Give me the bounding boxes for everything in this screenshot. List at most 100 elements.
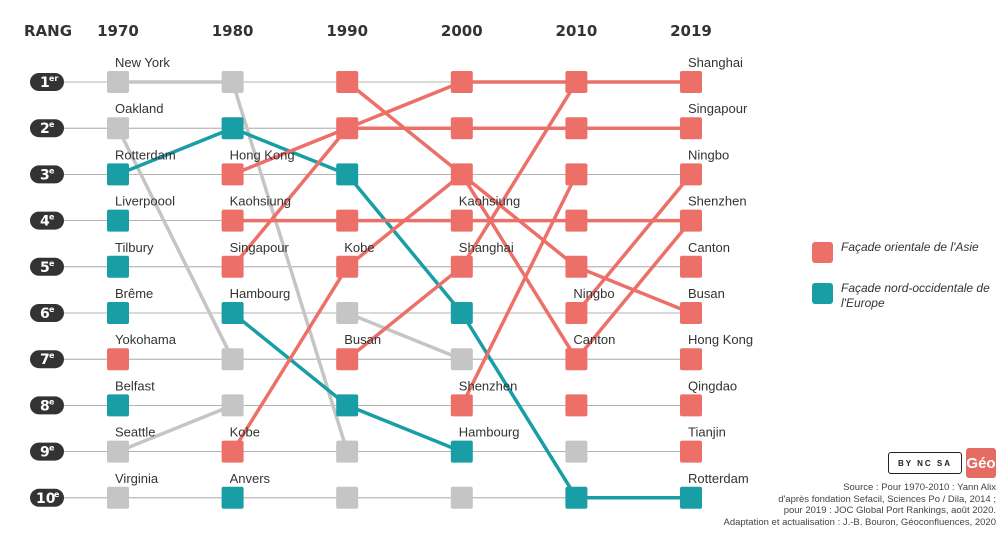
port-square-asia: [450, 163, 473, 186]
port-label: Tianjin: [688, 425, 726, 440]
port-label: New York: [115, 55, 170, 70]
rank-pill: 10e: [30, 488, 64, 507]
port-label: Kobe: [230, 425, 260, 440]
rank-pill-bg: [30, 165, 64, 184]
rank-pill-bg: [30, 73, 64, 91]
legend-swatch-asia: [812, 242, 833, 263]
port-square-europe: [221, 486, 244, 509]
port-label: Hong Kong: [230, 147, 295, 162]
rank-link-asia: [346, 265, 463, 361]
port-square-asia: [336, 255, 359, 278]
port-square-asia: [565, 255, 588, 278]
rank-suffix: e: [49, 305, 55, 314]
source-line: Adaptation et actualisation : J.-B. Bour…: [723, 516, 996, 528]
port-square-europe: [450, 440, 473, 463]
port-label: Yokohama: [115, 332, 177, 347]
port-square-europe: [221, 302, 244, 324]
rank-link-other: [346, 311, 463, 361]
rank-suffix: e: [49, 120, 55, 129]
legend-item-europe: Façade nord-occidentale de l'Europe: [812, 281, 1000, 311]
port-label: Busan: [344, 332, 381, 347]
port-square-asia: [680, 117, 702, 140]
rank-pill-bg: [30, 257, 64, 276]
port-square-asia: [450, 394, 473, 417]
port-label: Seattle: [115, 425, 155, 440]
port-square-other: [221, 71, 244, 93]
year-header: 2000: [441, 22, 483, 40]
port-square-europe: [107, 255, 129, 278]
port-square-asia: [336, 71, 359, 93]
port-squares: [107, 71, 702, 509]
port-square-asia: [565, 302, 588, 324]
legend-item-asia: Façade orientale de l'Asie: [812, 240, 1000, 263]
rank-pill-bg: [30, 304, 64, 322]
port-label: Ningbo: [688, 147, 729, 162]
port-square-other: [221, 348, 244, 371]
port-square-asia: [336, 117, 359, 140]
port-label: Rotterdam: [115, 147, 176, 162]
port-label: Shenzhen: [688, 194, 747, 209]
port-label: Ningbo: [573, 286, 614, 301]
port-label: Oakland: [115, 101, 163, 116]
rank-number: 9: [40, 445, 50, 461]
port-label: Belfast: [115, 378, 155, 393]
port-label: Virginia: [115, 471, 159, 486]
rank-link-asia: [575, 173, 693, 315]
year-headers: RANG 1970 1980 1990 2000 2010 2019: [24, 22, 712, 40]
rank-pill-bg: [30, 442, 64, 461]
port-label: Canton: [573, 332, 615, 347]
port-square-asia: [680, 440, 702, 463]
port-labels: New York Oakland Rotterdam Liverpoool Tilbur…: [115, 55, 753, 486]
rank-number: 5: [40, 260, 50, 276]
source-line: pour 2019 : JOC Global Port Rankings, ao…: [783, 505, 996, 516]
rank-suffix: er: [49, 74, 58, 83]
rank-pill-bg: [30, 211, 64, 230]
rank-suffix: e: [49, 166, 55, 175]
port-label: Kaohsiung: [459, 194, 520, 209]
port-square-asia: [680, 71, 702, 93]
port-square-asia: [107, 348, 129, 371]
rank-link-asia: [460, 173, 578, 407]
year-header: 2010: [556, 22, 598, 40]
port-square-europe: [107, 394, 129, 417]
rank-link-asia: [575, 219, 693, 361]
rank-number: 7: [40, 352, 50, 368]
port-square-other: [565, 440, 588, 463]
port-label: Brême: [115, 286, 153, 301]
geoconfluences-logo: Géo: [966, 448, 996, 478]
port-label: Hong Kong: [688, 332, 753, 347]
port-square-asia: [221, 163, 244, 186]
legend-label-asia: Façade orientale de l'Asie: [841, 240, 979, 254]
port-square-asia: [680, 302, 702, 324]
port-square-asia: [450, 71, 473, 93]
year-header: 1980: [212, 22, 254, 40]
port-square-asia: [450, 209, 473, 232]
rank-number: 2: [40, 121, 50, 137]
rank-pill-bg: [30, 396, 64, 415]
year-header: 1990: [326, 22, 368, 40]
port-square-europe: [680, 486, 702, 509]
port-label: Tilbury: [115, 240, 154, 255]
port-square-europe: [336, 394, 359, 417]
port-label: Shanghai: [688, 55, 743, 70]
port-square-asia: [565, 209, 588, 232]
rank-number: 6: [40, 306, 50, 322]
port-square-other: [107, 71, 129, 93]
rank-number: 3: [40, 167, 50, 183]
port-square-other: [221, 394, 244, 417]
port-label: Liverpoool: [115, 194, 175, 209]
port-square-other: [107, 117, 129, 140]
port-square-asia: [565, 71, 588, 93]
port-square-asia: [565, 117, 588, 140]
port-label: Kaohsiung: [230, 194, 291, 209]
port-label: Qingdao: [688, 378, 737, 393]
port-square-other: [450, 348, 473, 371]
rank-link-other: [117, 403, 234, 454]
source-line: d'après fondation Sefacil, Sciences Po /…: [778, 493, 996, 505]
